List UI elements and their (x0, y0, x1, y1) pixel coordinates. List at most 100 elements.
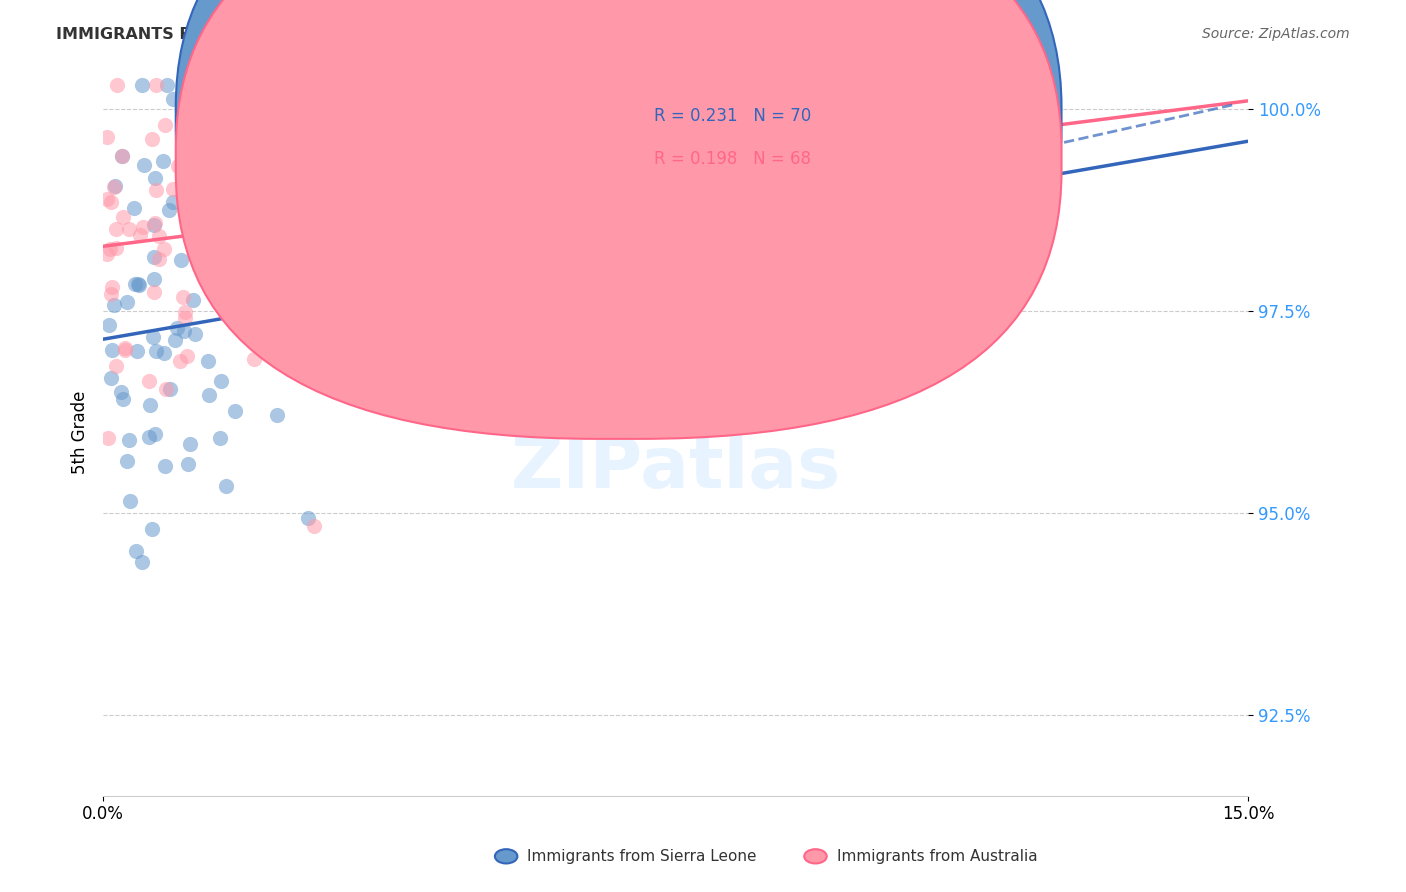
Point (118, 221, 141, 235)
Point (179, 229, 201, 244)
Point (143, 285, 166, 299)
Point (198, 388, 221, 402)
Point (226, 221, 249, 235)
Point (193, 93, 215, 107)
Point (166, 320, 188, 334)
Point (96, 192, 118, 206)
Point (254, 143, 277, 157)
Point (124, 277, 146, 291)
Point (183, 146, 205, 161)
Point (114, 343, 136, 357)
Point (153, 242, 176, 256)
Point (225, 220, 247, 235)
Point (112, 211, 135, 225)
Point (169, 354, 191, 368)
Point (97, 318, 120, 333)
Point (143, 170, 166, 185)
Point (141, 132, 163, 146)
Point (181, 293, 204, 307)
Point (115, 454, 138, 468)
Point (181, 191, 204, 205)
Point (170, 252, 193, 267)
Point (100, 195, 122, 210)
Point (162, 195, 184, 210)
Point (155, 382, 177, 396)
Point (145, 183, 167, 197)
Point (167, 159, 190, 173)
Point (283, 259, 305, 273)
Point (454, 190, 477, 204)
Point (100, 371, 122, 385)
Point (172, 148, 194, 162)
Point (155, 459, 177, 474)
Point (152, 346, 174, 360)
Point (114, 341, 136, 355)
Point (297, 511, 319, 525)
Point (250, 244, 273, 259)
Point (173, 324, 195, 338)
Point (115, 294, 138, 309)
Point (224, 254, 246, 268)
Point (252, 244, 274, 259)
Point (526, 78, 548, 92)
Point (103, 298, 125, 312)
Point (211, 159, 233, 173)
Point (174, 305, 197, 319)
Point (162, 92, 184, 106)
Point (176, 349, 198, 363)
Point (141, 522, 163, 536)
Text: R = 0.198   N = 68: R = 0.198 N = 68 (654, 150, 811, 168)
Point (159, 383, 181, 397)
Point (184, 327, 207, 342)
Point (172, 290, 194, 304)
Point (188, 208, 211, 222)
Point (253, 263, 276, 277)
Point (257, 153, 280, 167)
Point (330, 219, 353, 233)
Point (214, 201, 236, 215)
Y-axis label: 5th Grade: 5th Grade (72, 391, 89, 474)
Point (195, 153, 218, 168)
Text: ZIPatlas: ZIPatlas (510, 434, 841, 503)
Point (111, 392, 134, 407)
Point (111, 149, 134, 163)
Point (129, 227, 152, 242)
Point (143, 218, 166, 232)
Text: Immigrants from Australia: Immigrants from Australia (837, 849, 1038, 863)
Point (198, 141, 221, 155)
Point (104, 179, 127, 194)
Point (105, 359, 128, 374)
Point (177, 457, 200, 471)
Point (179, 437, 201, 451)
Point (201, 115, 224, 129)
Point (302, 518, 325, 533)
Point (356, 176, 378, 190)
Point (127, 344, 149, 359)
Point (195, 227, 218, 241)
Point (110, 149, 132, 163)
Point (143, 216, 166, 230)
Point (323, 230, 346, 244)
Point (271, 151, 294, 165)
Point (138, 430, 160, 444)
Point (233, 186, 256, 201)
Point (152, 153, 174, 168)
Point (176, 78, 198, 92)
Point (104, 221, 127, 235)
Point (134, 158, 156, 172)
Point (138, 375, 160, 389)
Text: IMMIGRANTS FROM SIERRA LEONE VS IMMIGRANTS FROM AUSTRALIA 5TH GRADE CORRELATION : IMMIGRANTS FROM SIERRA LEONE VS IMMIGRAN… (56, 27, 993, 42)
Point (145, 78, 167, 92)
Point (162, 182, 184, 196)
Point (209, 78, 232, 92)
Text: R = 0.231   N = 70: R = 0.231 N = 70 (654, 107, 811, 125)
Point (281, 151, 304, 165)
Point (262, 219, 284, 234)
Point (96, 246, 118, 260)
Point (624, 151, 647, 165)
Point (242, 129, 264, 144)
Point (97, 432, 120, 446)
Point (148, 229, 170, 244)
Point (127, 277, 149, 291)
Point (143, 427, 166, 442)
